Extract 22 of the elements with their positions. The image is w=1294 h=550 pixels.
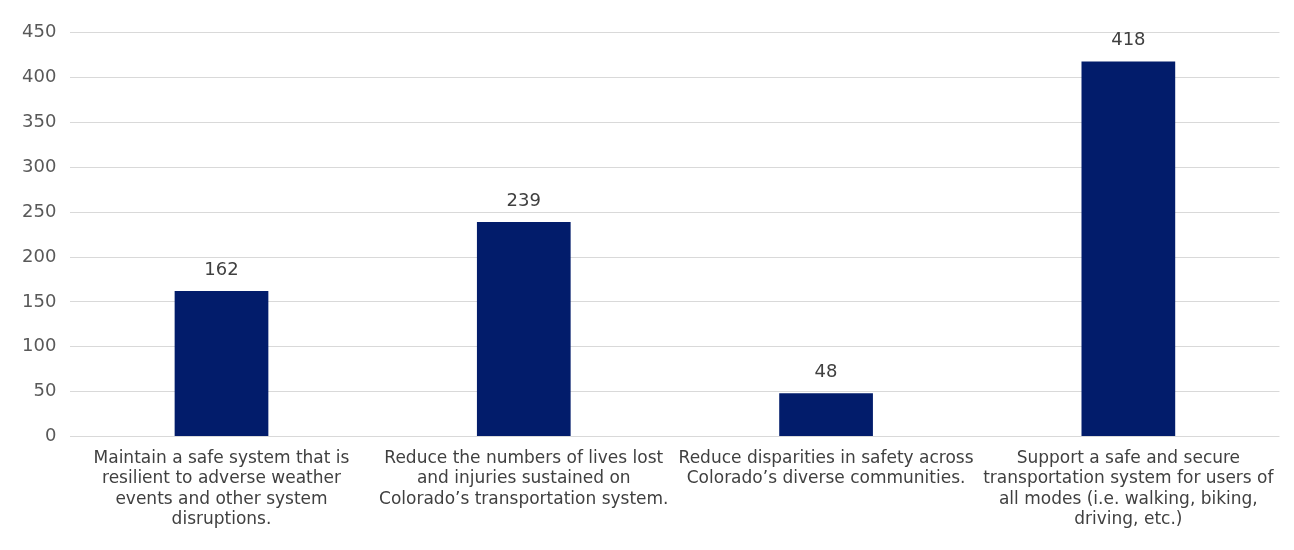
x-tick-label: Reduce disparities in safety across Colorado’s diverse communities.: [678, 447, 974, 488]
y-tick-label: 150: [22, 289, 57, 311]
data-label: 48: [814, 360, 838, 382]
y-tick-label: 200: [22, 244, 57, 266]
y-tick-label: 450: [22, 20, 57, 42]
y-tick-label: 50: [33, 379, 57, 401]
x-tick-label: Maintain a safe system that is resilient to adverse weather events and other system disruptions.: [93, 447, 350, 529]
y-tick-label: 0: [44, 424, 57, 446]
y-tick-label: 300: [22, 155, 57, 177]
bar: [476, 222, 571, 436]
bar: [174, 291, 269, 436]
data-label: 239: [506, 188, 541, 210]
data-label: 418: [1111, 28, 1146, 50]
y-tick-label: 400: [22, 65, 57, 87]
y-tick-label: 350: [22, 110, 57, 132]
y-tick-label: 100: [22, 334, 57, 356]
data-label: 162: [204, 257, 239, 279]
bar: [779, 393, 873, 436]
bar: [1081, 61, 1176, 436]
x-tick-label: Reduce the numbers of lives lost and injuries sustained on Colorado’s transportation system.: [379, 447, 669, 508]
y-tick-label: 250: [22, 199, 57, 221]
x-tick-label: Support a safe and secure transportation system for users of all modes (i.e. walking, biking, driving, etc.): [983, 447, 1275, 529]
